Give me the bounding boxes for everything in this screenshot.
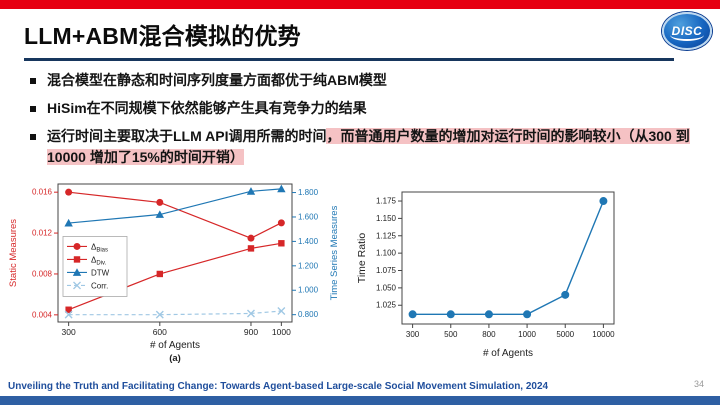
svg-text:300: 300: [406, 330, 420, 339]
page-number: 34: [693, 379, 704, 389]
svg-text:ΔBias: ΔBias: [91, 242, 108, 253]
top-red-bar: [0, 0, 720, 9]
bullet-item-2: HiSim在不同规模下依然能够产生具有竞争力的结果: [30, 98, 698, 119]
svg-text:600: 600: [153, 327, 167, 337]
svg-text:1.025: 1.025: [376, 301, 397, 310]
time-ratio-chart-svg: 1.025 1.050 1.075 1.100 1.125 1.150 1.175 300 50…: [356, 191, 615, 359]
static-vs-timeseries-chart-svg: 0.004 0.008 0.012 0.016 0.800 1.000 1.200 1.400…: [8, 183, 340, 364]
svg-text:Static Measures: Static Measures: [8, 219, 19, 287]
bullet-text-3: 运行时间主要取决于LLM API调用所需的时间，而普通用户数量的增加对运行时间的…: [47, 126, 698, 168]
bullet-text-2: HiSim在不同规模下依然能够产生具有竞争力的结果: [47, 100, 367, 116]
svg-text:1.400: 1.400: [298, 237, 319, 246]
svg-text:# of Agents: # of Agents: [483, 348, 533, 359]
time-ratio-chart: 1.025 1.050 1.075 1.100 1.125 1.150 1.175 300 50…: [352, 186, 624, 369]
svg-text:300: 300: [62, 327, 76, 337]
svg-text:Time Ratio: Time Ratio: [356, 233, 368, 284]
slide-title: LLM+ABM混合模拟的优势: [24, 23, 301, 49]
svg-text:1.800: 1.800: [298, 188, 319, 197]
svg-text:DTW: DTW: [91, 268, 110, 277]
svg-text:1.200: 1.200: [298, 261, 319, 270]
svg-text:1.100: 1.100: [376, 249, 397, 258]
svg-text:1000: 1000: [518, 330, 536, 339]
svg-text:(a): (a): [169, 353, 181, 364]
disc-logo: DISC: [662, 12, 712, 50]
svg-text:1.075: 1.075: [376, 266, 397, 275]
bullet-text-1: 混合模型在静态和时间序列度量方面都优于纯ABM模型: [47, 72, 387, 88]
disc-logo-text: DISC: [671, 24, 703, 38]
svg-text:1.050: 1.050: [376, 283, 397, 292]
bullet-item-3: 运行时间主要取决于LLM API调用所需的时间，而普通用户数量的增加对运行时间的…: [30, 126, 698, 168]
svg-text:1.000: 1.000: [298, 286, 319, 295]
citation-footer: Unveiling the Truth and Facilitating Cha…: [8, 381, 549, 392]
bullet-3-bold: LLM API调用所需的时间: [173, 128, 327, 144]
title-underline: [24, 58, 674, 61]
svg-text:500: 500: [444, 330, 458, 339]
svg-text:0.012: 0.012: [32, 229, 53, 238]
svg-text:900: 900: [244, 327, 258, 337]
svg-text:0.008: 0.008: [32, 269, 53, 278]
svg-text:# of Agents: # of Agents: [150, 340, 200, 351]
svg-text:0.004: 0.004: [32, 310, 53, 319]
static-vs-timeseries-chart: 0.004 0.008 0.012 0.016 0.800 1.000 1.200 1.400…: [4, 176, 344, 373]
svg-text:0.016: 0.016: [32, 188, 53, 197]
bullet-square-icon: [30, 78, 36, 84]
svg-text:5000: 5000: [556, 330, 574, 339]
bullet-3-prefix: 运行时间主要取决于: [47, 128, 173, 144]
bullet-square-icon: [30, 106, 36, 112]
svg-text:ΔDiv.: ΔDiv.: [91, 255, 107, 266]
bullet-square-icon: [30, 134, 36, 140]
bullet-list: 混合模型在静态和时间序列度量方面都优于纯ABM模型 HiSim在不同规模下依然能…: [30, 70, 698, 175]
svg-text:Time Series Measures: Time Series Measures: [329, 205, 340, 300]
svg-text:1.600: 1.600: [298, 212, 319, 221]
svg-text:800: 800: [482, 330, 496, 339]
svg-text:0.800: 0.800: [298, 310, 319, 319]
svg-text:1.175: 1.175: [376, 197, 397, 206]
svg-text:1.150: 1.150: [376, 214, 397, 223]
svg-text:10000: 10000: [592, 330, 615, 339]
svg-text:1.125: 1.125: [376, 231, 397, 240]
svg-text:Corr.: Corr.: [91, 281, 108, 290]
svg-text:1000: 1000: [272, 327, 291, 337]
bottom-blue-bar: [0, 396, 720, 405]
bullet-item-1: 混合模型在静态和时间序列度量方面都优于纯ABM模型: [30, 70, 698, 91]
